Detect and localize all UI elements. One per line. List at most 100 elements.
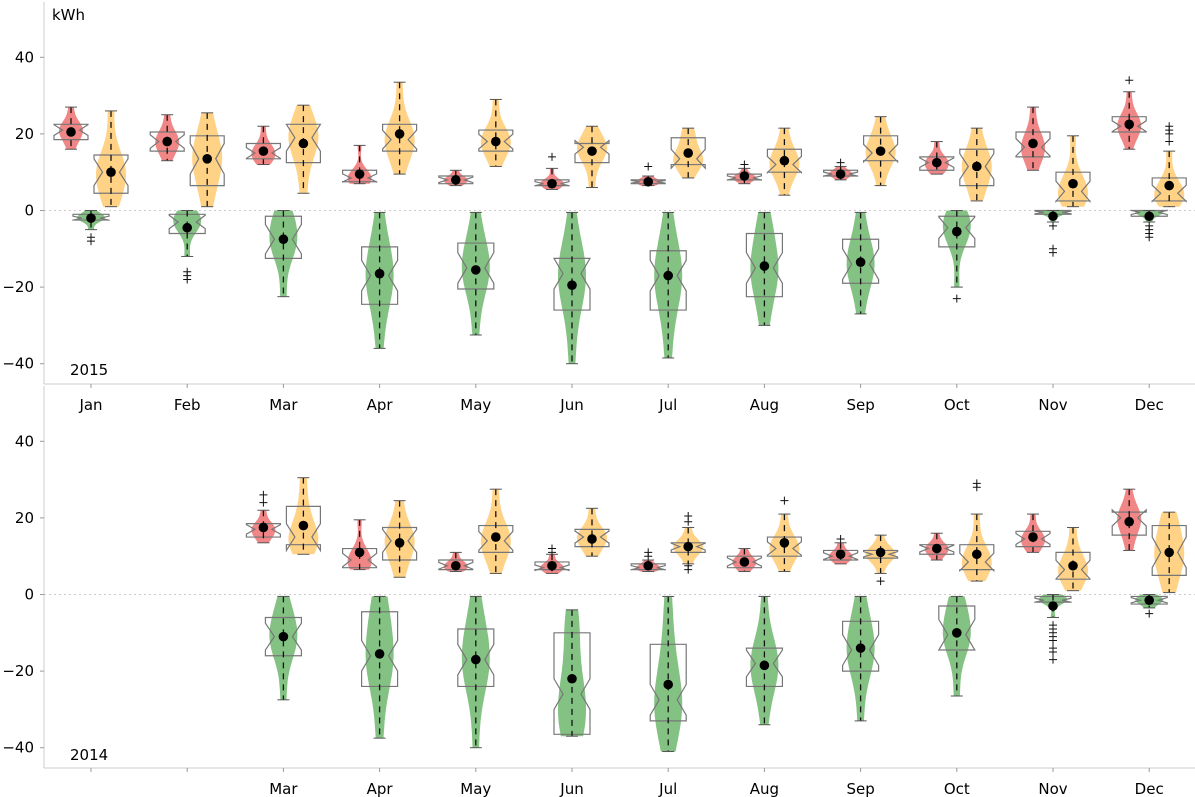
x-tick-label: Aug (750, 780, 779, 797)
violin-2015-Mar-1 (285, 104, 322, 194)
notched-box (1015, 131, 1051, 158)
violin-body (269, 210, 298, 297)
notched-box (382, 526, 418, 561)
notched-box (863, 549, 899, 559)
x-tick-label: Aug (750, 396, 779, 414)
notched-box (726, 173, 762, 181)
mean-point (972, 161, 982, 172)
violin-2014-Mar-1 (285, 477, 321, 555)
mean-point (835, 549, 846, 560)
outlier-point (972, 479, 981, 488)
notched-box (382, 123, 418, 152)
notched-box (149, 131, 185, 152)
violin-2014-May-1 (478, 488, 514, 574)
violin-2015-Sep-0 (823, 158, 859, 181)
mean-point (278, 234, 289, 245)
notched-box (863, 135, 899, 164)
mean-point (1028, 138, 1038, 149)
outlier-point (259, 498, 268, 507)
violin-2014-May-2 (457, 595, 495, 749)
notched-box (189, 135, 225, 187)
notched-box (361, 611, 399, 688)
outlier-point (548, 152, 556, 161)
outlier-point (952, 294, 961, 303)
violin-2014-Aug-0 (726, 548, 762, 573)
year-label: 2014 (70, 746, 108, 764)
mean-point (855, 643, 866, 653)
violin-2015-Aug-0 (726, 160, 762, 185)
mean-point (932, 157, 942, 168)
violin-body (347, 145, 372, 184)
year-label: 2015 (70, 361, 108, 379)
mean-point (258, 146, 269, 156)
violin-2015-Mar-2 (264, 210, 302, 298)
mean-point (835, 169, 846, 179)
mean-point (471, 654, 481, 665)
mean-point (683, 541, 693, 552)
violin-2015-Jun-1 (574, 125, 610, 189)
violin-body (750, 596, 779, 725)
outlier-point (684, 511, 693, 520)
mean-point (491, 136, 501, 147)
mean-point (855, 257, 866, 268)
violin-2014-Dec-0 (1111, 488, 1147, 551)
y-tick-label: 0 (24, 586, 34, 604)
notched-box (1034, 595, 1072, 604)
violin-2015-Dec-0 (1111, 76, 1147, 150)
outlier-point (836, 534, 845, 543)
violin-2015-Mar-0 (245, 125, 281, 166)
mean-point (739, 171, 750, 181)
violin-body (1058, 527, 1088, 591)
violin-2015-Oct-1 (959, 127, 995, 202)
mean-point (491, 532, 501, 542)
violin-2015-Jul-1 (670, 127, 706, 179)
notched-box (630, 179, 666, 185)
mean-point (932, 543, 942, 554)
mean-point (106, 167, 116, 177)
x-tick-label: Nov (1038, 780, 1067, 797)
mean-point (162, 136, 172, 147)
x-tick-label: Sep (846, 396, 874, 414)
x-tick-label: Mar (269, 780, 298, 797)
violin-body (558, 609, 586, 737)
notched-box (823, 169, 859, 177)
notched-box (285, 123, 322, 164)
notched-box (670, 542, 706, 553)
notched-box (766, 148, 802, 174)
mean-point (739, 557, 750, 567)
x-tick-label: Jul (658, 780, 677, 797)
x-tick-label: Mar (269, 396, 298, 414)
violin-2015-Sep-2 (842, 211, 880, 315)
notched-box (342, 169, 378, 183)
mean-point (278, 631, 289, 642)
mean-point (1164, 180, 1174, 191)
mean-point (779, 537, 790, 548)
y-tick-label: −20 (2, 662, 34, 680)
violin-2015-Apr-1 (382, 81, 418, 175)
violin-2014-May-0 (438, 551, 474, 573)
mean-point (451, 175, 461, 185)
outlier-point (183, 275, 192, 284)
outlier-point (1165, 137, 1174, 146)
notched-box (93, 154, 129, 194)
outlier-point (1049, 655, 1057, 664)
violin-2014-Oct-2 (937, 595, 976, 697)
notched-box (1015, 530, 1051, 548)
notched-box (1151, 177, 1187, 203)
notched-box (919, 544, 955, 555)
notched-box (630, 563, 666, 571)
x-tick-label: Dec (1135, 780, 1164, 797)
violin-2015-Feb-2 (168, 210, 206, 284)
notched-box (245, 523, 281, 538)
mean-point (567, 280, 577, 290)
notched-box (1130, 209, 1168, 217)
notched-box (766, 536, 802, 557)
mean-point (66, 127, 76, 137)
notched-box (1034, 209, 1072, 215)
x-tick-label: Oct (944, 396, 970, 414)
violin-2014-Jul-0 (630, 548, 666, 573)
x-tick-label: Nov (1038, 396, 1067, 414)
mean-point (643, 560, 653, 571)
violin-2015-May-2 (457, 211, 495, 336)
notched-box (959, 544, 995, 573)
